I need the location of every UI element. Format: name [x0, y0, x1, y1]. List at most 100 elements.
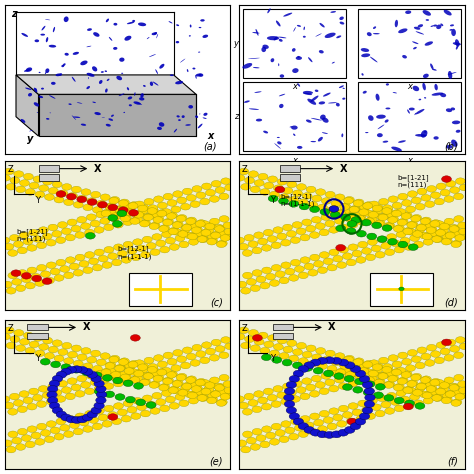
- Circle shape: [336, 210, 346, 217]
- Circle shape: [248, 329, 258, 336]
- Circle shape: [91, 191, 100, 198]
- Circle shape: [221, 234, 231, 240]
- Circle shape: [218, 231, 227, 237]
- Circle shape: [241, 288, 251, 294]
- Circle shape: [364, 401, 374, 408]
- Circle shape: [152, 370, 162, 376]
- Ellipse shape: [315, 33, 322, 36]
- Circle shape: [106, 362, 116, 368]
- Circle shape: [102, 209, 112, 216]
- Circle shape: [344, 197, 354, 204]
- Circle shape: [437, 387, 447, 394]
- Circle shape: [314, 419, 324, 426]
- Ellipse shape: [310, 96, 319, 102]
- Circle shape: [344, 374, 354, 381]
- Circle shape: [444, 355, 454, 361]
- Circle shape: [421, 194, 431, 201]
- Circle shape: [387, 234, 397, 240]
- Circle shape: [175, 393, 185, 400]
- Circle shape: [171, 365, 181, 372]
- Circle shape: [218, 240, 227, 246]
- Circle shape: [422, 233, 432, 240]
- Ellipse shape: [308, 57, 312, 62]
- Circle shape: [108, 253, 118, 259]
- Ellipse shape: [170, 74, 173, 76]
- Circle shape: [294, 425, 304, 431]
- Circle shape: [325, 379, 335, 386]
- Circle shape: [347, 418, 357, 425]
- Ellipse shape: [92, 101, 96, 103]
- Circle shape: [152, 392, 162, 399]
- Circle shape: [394, 383, 404, 390]
- Text: X: X: [82, 322, 90, 332]
- Circle shape: [96, 397, 106, 404]
- Circle shape: [415, 362, 425, 369]
- Ellipse shape: [200, 19, 205, 22]
- Text: Y: Y: [35, 195, 40, 204]
- Circle shape: [52, 375, 63, 382]
- Circle shape: [291, 237, 301, 244]
- Ellipse shape: [109, 37, 112, 41]
- Circle shape: [324, 431, 335, 438]
- Ellipse shape: [45, 72, 46, 74]
- Circle shape: [394, 397, 404, 404]
- Ellipse shape: [73, 52, 79, 55]
- Circle shape: [298, 431, 308, 438]
- Ellipse shape: [303, 36, 306, 38]
- Ellipse shape: [129, 104, 132, 106]
- Ellipse shape: [277, 137, 280, 138]
- Circle shape: [329, 385, 339, 392]
- Circle shape: [455, 235, 465, 241]
- Ellipse shape: [124, 36, 131, 41]
- Ellipse shape: [311, 118, 322, 120]
- Circle shape: [337, 420, 346, 427]
- Circle shape: [221, 337, 231, 343]
- Ellipse shape: [86, 86, 90, 89]
- Circle shape: [335, 376, 345, 383]
- Circle shape: [292, 190, 302, 197]
- Text: b=[1-21]: b=[1-21]: [16, 228, 47, 235]
- Circle shape: [69, 422, 79, 428]
- Ellipse shape: [242, 63, 252, 69]
- Circle shape: [83, 363, 93, 369]
- Circle shape: [359, 375, 370, 383]
- Ellipse shape: [256, 118, 262, 121]
- Polygon shape: [16, 75, 38, 136]
- Circle shape: [66, 193, 76, 200]
- Circle shape: [167, 212, 177, 219]
- Circle shape: [149, 382, 159, 388]
- Circle shape: [200, 380, 210, 386]
- Circle shape: [119, 212, 129, 219]
- Circle shape: [293, 370, 303, 377]
- Circle shape: [83, 204, 93, 210]
- Circle shape: [384, 223, 393, 229]
- Ellipse shape: [297, 146, 302, 149]
- Circle shape: [450, 383, 460, 390]
- Circle shape: [109, 215, 119, 222]
- Circle shape: [50, 427, 60, 434]
- Circle shape: [287, 181, 297, 188]
- Circle shape: [423, 232, 433, 239]
- Circle shape: [335, 353, 345, 359]
- Circle shape: [21, 276, 31, 283]
- Circle shape: [204, 227, 214, 234]
- Circle shape: [157, 202, 167, 209]
- Circle shape: [14, 171, 24, 177]
- Circle shape: [393, 226, 403, 232]
- Circle shape: [18, 247, 27, 254]
- Ellipse shape: [49, 95, 55, 99]
- Circle shape: [321, 198, 331, 204]
- Text: (e): (e): [210, 457, 223, 467]
- Circle shape: [308, 360, 318, 367]
- Text: Y: Y: [35, 354, 40, 363]
- Circle shape: [137, 245, 146, 252]
- Circle shape: [438, 227, 448, 234]
- Circle shape: [140, 252, 150, 258]
- Circle shape: [371, 245, 381, 252]
- Circle shape: [273, 344, 283, 350]
- Ellipse shape: [25, 88, 32, 90]
- Circle shape: [292, 362, 302, 369]
- Ellipse shape: [156, 34, 158, 38]
- Circle shape: [4, 327, 14, 334]
- Circle shape: [29, 341, 39, 347]
